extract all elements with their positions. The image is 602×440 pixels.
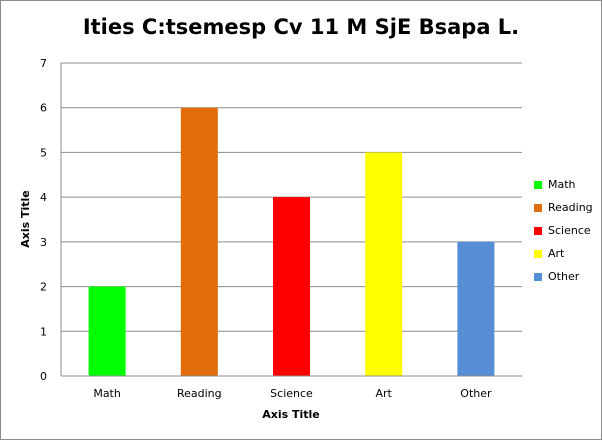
legend-item-art: Art	[534, 242, 593, 265]
y-axis-title: Axis Title	[19, 190, 32, 248]
y-tick-label: 2	[40, 281, 47, 294]
bar-series	[88, 107, 495, 376]
legend-swatch	[534, 226, 542, 235]
legend-swatch	[534, 249, 542, 258]
y-tick-label: 5	[40, 146, 47, 159]
legend-label: Art	[548, 247, 565, 260]
y-tick-label: 0	[40, 370, 47, 383]
legend-swatch	[534, 180, 542, 189]
x-tick-label: Science	[270, 387, 313, 400]
legend-swatch	[534, 272, 542, 281]
x-tick-label: Art	[376, 387, 393, 400]
y-tick-label: 3	[40, 236, 47, 249]
x-axis-title: Axis Title	[262, 408, 320, 421]
legend-item-other: Other	[534, 265, 593, 288]
y-tick-labels: 0 1 2 3 4 5 6 7	[40, 57, 47, 383]
y-tick-label: 6	[40, 102, 47, 115]
axes	[60, 63, 522, 377]
y-tick-label: 1	[40, 325, 47, 338]
bar-science	[273, 197, 310, 376]
x-tick-label: Reading	[177, 387, 222, 400]
legend-swatch	[534, 203, 542, 212]
x-tick-label: Other	[460, 387, 492, 400]
legend-label: Science	[548, 224, 591, 237]
chart-title: Ities C:tsemesp Cv 11 M SjE Bsapa L.	[82, 15, 520, 39]
legend-label: Math	[548, 178, 576, 191]
bar-math	[88, 286, 126, 376]
y-tick-label: 4	[40, 191, 47, 204]
x-tick-labels: Math Reading Science Art Other	[93, 387, 492, 400]
x-tick-label: Math	[93, 387, 121, 400]
legend: Math Reading Science Art Other	[534, 173, 593, 288]
y-tick-label: 7	[40, 57, 47, 70]
legend-item-science: Science	[534, 219, 593, 242]
legend-label: Reading	[548, 201, 593, 214]
bar-art	[365, 152, 403, 376]
bar-reading	[180, 107, 218, 376]
legend-item-reading: Reading	[534, 196, 593, 219]
bar-other	[457, 241, 495, 376]
legend-label: Other	[548, 270, 580, 283]
legend-item-math: Math	[534, 173, 593, 196]
